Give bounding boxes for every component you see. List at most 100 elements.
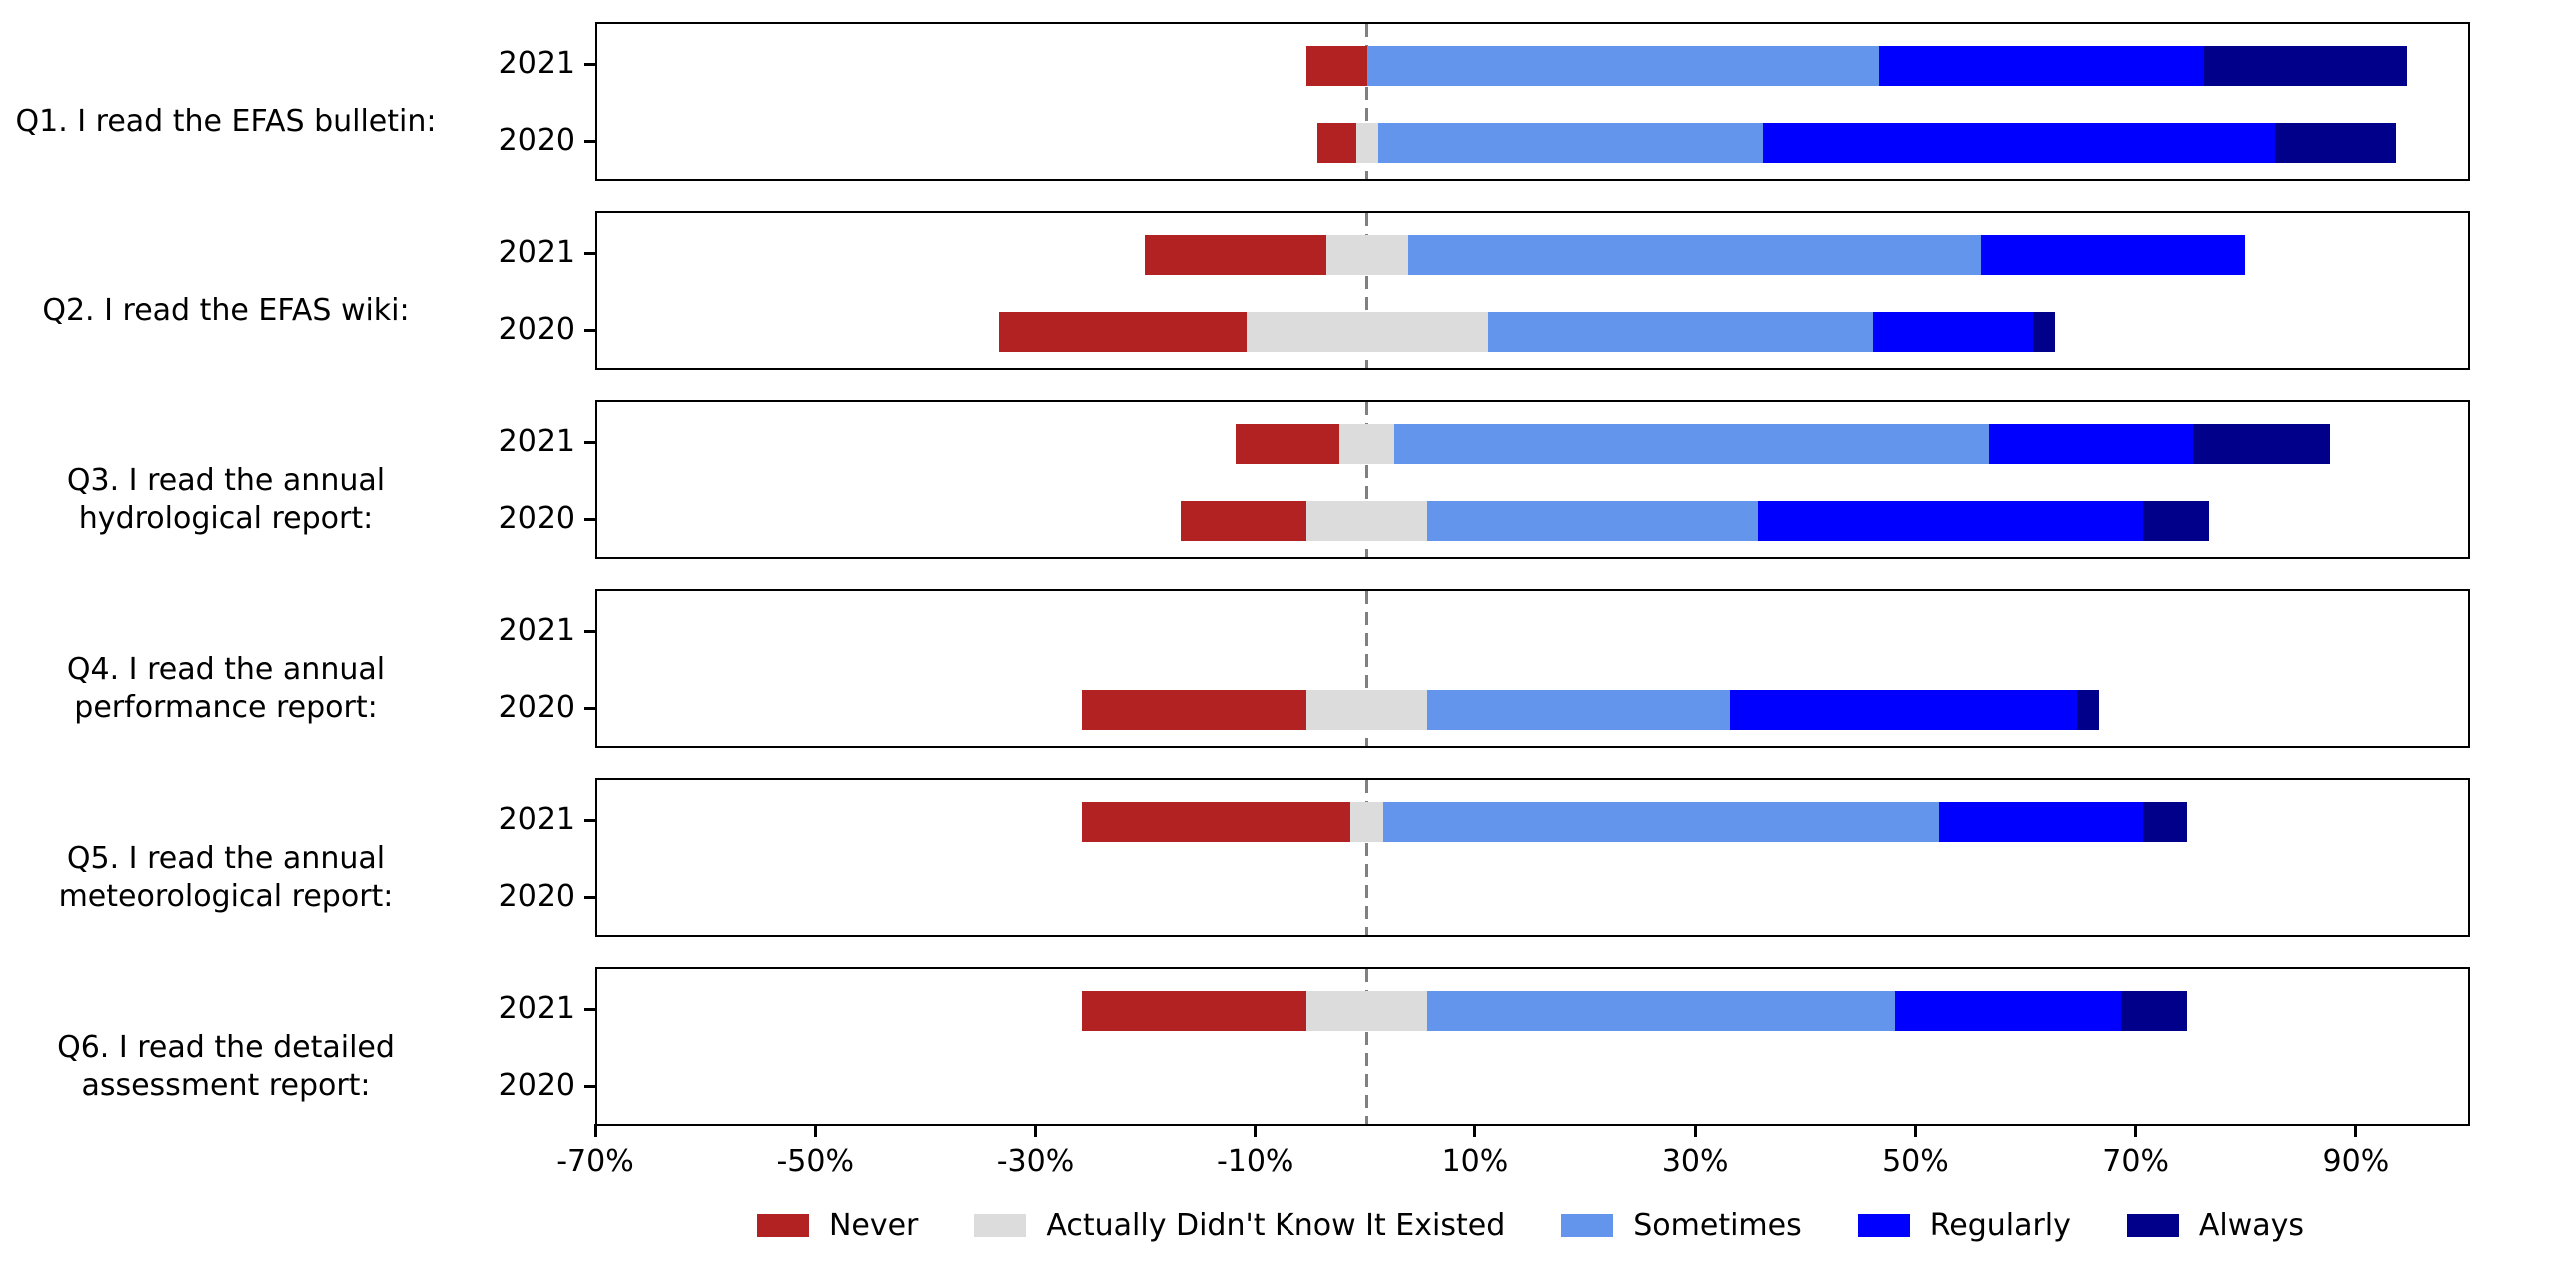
- x-tick-label: 50%: [1882, 1144, 1949, 1179]
- year-tick-label: 2021: [498, 46, 575, 81]
- bar-segment-regularly: [1939, 802, 2144, 842]
- chart-panel-q1: [595, 22, 2470, 181]
- question-label-q1: Q1. I read the EFAS bulletin:: [6, 103, 446, 141]
- y-tick-mark: [584, 629, 595, 633]
- zero-dashed-line: [1365, 402, 1369, 557]
- legend-swatch-sometimes: [1561, 1213, 1614, 1237]
- legend-label: Actually Didn't Know It Existed: [1046, 1207, 1506, 1243]
- bar-segment-sometimes: [1408, 235, 1981, 275]
- bar-segment-always: [2121, 991, 2188, 1031]
- y-tick-mark: [584, 517, 595, 521]
- bar-segment-always: [2192, 424, 2331, 464]
- chart-panel-q4: [595, 589, 2470, 748]
- legend-item-always: Always: [2126, 1207, 2305, 1243]
- year-tick-label: 2020: [498, 312, 575, 347]
- zero-dashed-line: [1365, 969, 1369, 1124]
- bar-segment-regularly: [1980, 235, 2245, 275]
- bar-row-2020: [597, 690, 2468, 730]
- bar-segment-sometimes: [1427, 501, 1758, 541]
- bar-row-2020: [597, 312, 2468, 352]
- legend-item-never: Never: [756, 1208, 918, 1243]
- x-tick-mark: [593, 1124, 597, 1137]
- year-tick-label: 2021: [498, 802, 575, 837]
- y-tick-mark: [584, 895, 595, 899]
- x-tick-label: 70%: [2102, 1144, 2169, 1179]
- x-tick-label: -10%: [1216, 1144, 1294, 1179]
- legend-item-regularly: Regularly: [1857, 1208, 2071, 1243]
- x-tick-mark: [1033, 1124, 1037, 1137]
- chart-panel-q5: [595, 778, 2470, 937]
- bar-segment-always: [2143, 501, 2210, 541]
- bar-segment-never: [1081, 991, 1307, 1031]
- bar-segment-didnt_know: [1355, 123, 1378, 163]
- legend-swatch-always: [2126, 1213, 2179, 1237]
- x-tick-mark: [1913, 1124, 1917, 1137]
- bar-segment-regularly: [1763, 123, 2276, 163]
- bar-segment-always: [2077, 690, 2100, 730]
- bar-segment-never: [1144, 235, 1326, 275]
- bar-row-2021: [597, 802, 2468, 842]
- y-tick-mark: [584, 62, 595, 66]
- legend-item-didnt_know: Actually Didn't Know It Existed: [974, 1208, 1505, 1243]
- bar-segment-always: [2275, 123, 2397, 163]
- y-tick-mark: [584, 328, 595, 332]
- bar-segment-sometimes: [1377, 123, 1764, 163]
- bar-row-2020: [597, 501, 2468, 541]
- bar-row-2021: [597, 613, 2468, 653]
- x-tick-label: -70%: [556, 1144, 634, 1179]
- y-tick-mark: [584, 440, 595, 444]
- x-tick-label: 90%: [2322, 1144, 2390, 1179]
- bar-segment-sometimes: [1487, 312, 1874, 352]
- question-label-line: Q6. I read the detailed: [57, 1030, 395, 1065]
- bar-row-2021: [597, 424, 2468, 464]
- bar-segment-sometimes: [1394, 424, 1989, 464]
- question-label-line: meteorological report:: [58, 879, 394, 914]
- bar-segment-always: [2203, 46, 2408, 86]
- bar-row-2021: [597, 46, 2468, 86]
- x-tick-mark: [2354, 1124, 2358, 1137]
- bar-row-2020: [597, 879, 2468, 919]
- year-tick-label: 2021: [498, 235, 575, 270]
- bar-segment-didnt_know: [1306, 991, 1428, 1031]
- question-label-line: Q5. I read the annual: [66, 841, 386, 876]
- bar-segment-regularly: [1988, 424, 2193, 464]
- year-tick-label: 2020: [498, 879, 575, 914]
- x-tick-label: 30%: [1661, 1144, 1729, 1179]
- zero-dashed-line: [1365, 213, 1369, 368]
- bar-row-2021: [597, 235, 2468, 275]
- bar-segment-always: [2143, 802, 2188, 842]
- bar-segment-never: [1306, 46, 1367, 86]
- question-label-q2: Q2. I read the EFAS wiki:: [6, 292, 446, 330]
- chart-legend: Never Actually Didn't Know It Existed Some…: [595, 1205, 2466, 1245]
- question-label-line: performance report:: [74, 690, 378, 725]
- question-label-line: Q2. I read the EFAS wiki:: [42, 293, 410, 328]
- bar-segment-regularly: [1873, 312, 2034, 352]
- year-tick-label: 2021: [498, 424, 575, 459]
- bar-row-2020: [597, 123, 2468, 163]
- y-tick-mark: [584, 139, 595, 143]
- question-label-q4: Q4. I read the annual performance report:: [6, 651, 446, 727]
- bar-segment-never: [1081, 802, 1351, 842]
- x-tick-label: -50%: [776, 1144, 854, 1179]
- y-tick-mark: [584, 706, 595, 710]
- bar-segment-sometimes: [1427, 690, 1731, 730]
- chart-panel-q2: [595, 211, 2470, 370]
- legend-label: Always: [2198, 1207, 2305, 1243]
- bar-segment-didnt_know: [1339, 424, 1395, 464]
- x-tick-mark: [813, 1124, 817, 1137]
- bar-segment-regularly: [1895, 991, 2122, 1031]
- question-label-q6: Q6. I read the detailed assessment report…: [6, 1029, 446, 1105]
- bar-segment-didnt_know: [1306, 690, 1428, 730]
- bar-segment-never: [1317, 123, 1356, 163]
- year-tick-label: 2020: [498, 1068, 575, 1103]
- legend-label: Sometimes: [1633, 1207, 1802, 1243]
- y-tick-mark: [584, 818, 595, 822]
- x-tick-mark: [1693, 1124, 1697, 1137]
- chart-panel-q3: [595, 400, 2470, 559]
- bar-segment-didnt_know: [1246, 312, 1488, 352]
- zero-dashed-line: [1365, 780, 1369, 935]
- bar-segment-never: [1235, 424, 1340, 464]
- zero-dashed-line: [1365, 591, 1369, 746]
- question-label-line: Q3. I read the annual: [66, 463, 386, 498]
